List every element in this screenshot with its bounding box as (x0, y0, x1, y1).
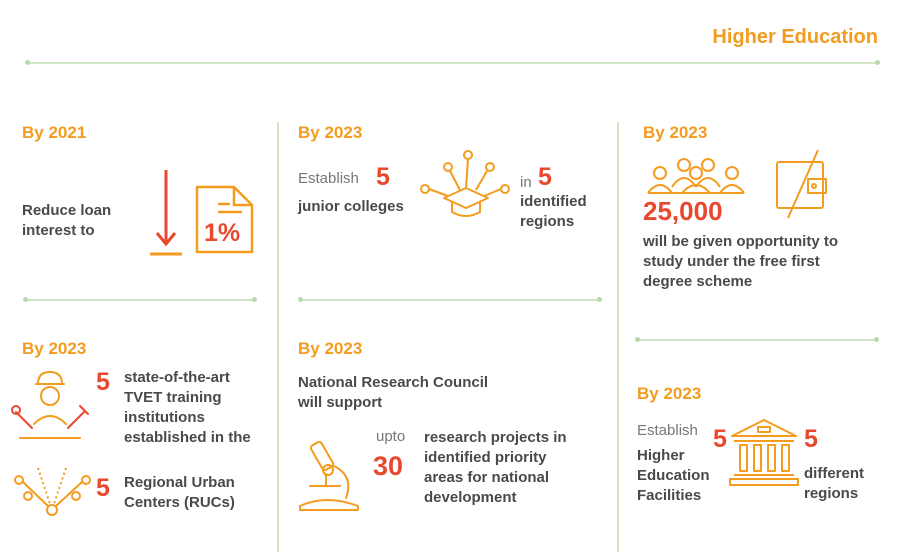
microscope-icon (299, 440, 359, 511)
colleges-year: By 2023 (298, 123, 363, 142)
divider-dot (23, 297, 28, 302)
people-group-icon (647, 158, 745, 194)
row-divider-col1 (25, 299, 255, 301)
divider-dot (252, 297, 257, 302)
colleges-establish: Establish (298, 170, 359, 187)
down-arrow-icon (150, 170, 182, 256)
divider-dot (298, 297, 303, 302)
loan-rate: 1% (204, 219, 241, 247)
row-divider-col3 (637, 339, 877, 341)
research-year: By 2023 (298, 339, 363, 358)
tvet-year: By 2023 (22, 339, 87, 358)
facilities-establish: Establish (637, 422, 698, 439)
row-divider-col2 (300, 299, 600, 301)
divider-dot (635, 337, 640, 342)
facilities-count: 5 (713, 425, 727, 453)
tools-worker-icon (11, 371, 89, 439)
network-icon (14, 467, 91, 516)
tvet-ruc-text: Regional Urban Centers (RUCs) (124, 474, 235, 511)
wallet-icon (776, 149, 827, 219)
divider-dot (25, 60, 30, 65)
column-divider-1 (277, 122, 279, 552)
divider-dot (874, 337, 879, 342)
colleges-count: 5 (376, 163, 390, 191)
tvet-count: 5 (96, 368, 110, 396)
loan-text: Reduce loan interest to (22, 202, 112, 239)
research-text: research projects in identified priority… (424, 429, 567, 506)
tvet-text: state-of-the-art TVET training instituti… (124, 369, 251, 446)
top-divider (28, 62, 878, 64)
document-icon (195, 185, 254, 254)
degree-count: 25,000 (643, 196, 723, 226)
research-count: 30 (373, 451, 404, 481)
divider-dot (875, 60, 880, 65)
degree-text: will be given opportunity to study under… (643, 233, 838, 290)
degree-year: By 2023 (643, 123, 708, 142)
research-intro: National Research Council will support (298, 374, 489, 411)
facilities-year: By 2023 (637, 384, 702, 403)
colleges-region-text: identified regions (520, 193, 587, 230)
facilities-text: Higher Education Facilities (637, 447, 710, 504)
facilities-region-text: different regions (804, 465, 864, 502)
colleges-in: in (520, 174, 532, 191)
colleges-region-count: 5 (538, 163, 552, 191)
divider-dot (597, 297, 602, 302)
research-upto: upto (376, 428, 406, 445)
tvet-ruc-count: 5 (96, 474, 110, 502)
page-title: Higher Education (712, 26, 878, 48)
building-columns-icon (729, 419, 799, 486)
column-divider-2 (617, 122, 619, 552)
colleges-label: junior colleges (298, 198, 404, 215)
loan-year: By 2021 (22, 123, 87, 142)
graduation-network-icon (420, 150, 510, 217)
facilities-region-count: 5 (804, 425, 818, 453)
